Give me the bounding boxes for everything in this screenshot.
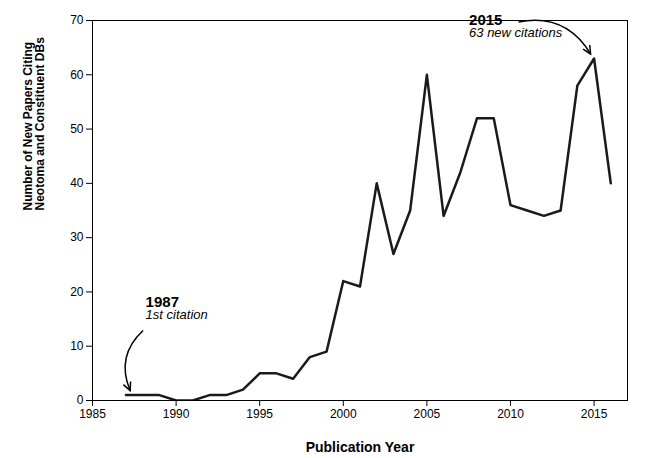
svg-text:2015: 2015 bbox=[581, 407, 608, 421]
svg-text:1987: 1987 bbox=[145, 293, 179, 311]
svg-text:2010: 2010 bbox=[497, 407, 524, 421]
svg-text:10: 10 bbox=[70, 339, 84, 353]
svg-text:0: 0 bbox=[77, 393, 84, 407]
svg-text:1st citation: 1st citation bbox=[146, 307, 208, 322]
svg-text:1995: 1995 bbox=[246, 407, 273, 421]
svg-text:50: 50 bbox=[70, 122, 84, 136]
svg-text:1990: 1990 bbox=[163, 407, 190, 421]
svg-text:70: 70 bbox=[70, 13, 84, 27]
svg-text:60: 60 bbox=[70, 68, 84, 82]
svg-text:2005: 2005 bbox=[414, 407, 441, 421]
svg-text:20: 20 bbox=[70, 285, 84, 299]
svg-text:Number of New Papers CitingNeo: Number of New Papers CitingNeotoma and C… bbox=[21, 37, 47, 211]
svg-text:30: 30 bbox=[70, 230, 84, 244]
svg-text:Publication Year: Publication Year bbox=[306, 439, 415, 455]
svg-text:2015: 2015 bbox=[469, 10, 503, 28]
svg-text:63 new citations: 63 new citations bbox=[469, 25, 563, 40]
svg-text:2000: 2000 bbox=[330, 407, 357, 421]
svg-text:1985: 1985 bbox=[79, 407, 106, 421]
svg-text:40: 40 bbox=[70, 176, 84, 190]
